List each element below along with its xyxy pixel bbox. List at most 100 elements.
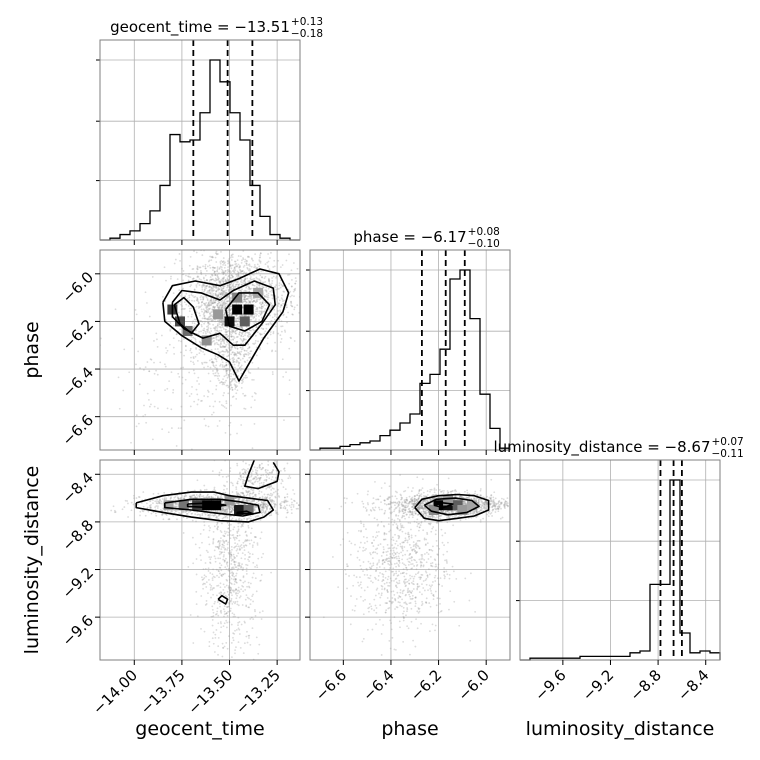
sample-point bbox=[242, 339, 245, 342]
sample-point bbox=[229, 589, 232, 592]
sample-point bbox=[210, 497, 212, 499]
sample-point bbox=[225, 292, 228, 295]
sample-point bbox=[241, 333, 244, 335]
sample-point bbox=[243, 360, 246, 363]
density-cell bbox=[201, 335, 212, 346]
sample-point bbox=[271, 304, 274, 307]
sample-point bbox=[155, 332, 158, 335]
sample-point bbox=[263, 296, 266, 298]
sample-point bbox=[202, 313, 205, 316]
sample-point bbox=[223, 542, 226, 544]
sample-point bbox=[200, 304, 203, 307]
sample-point bbox=[150, 512, 153, 515]
sample-point bbox=[227, 335, 229, 338]
sample-point bbox=[168, 343, 171, 346]
sample-point bbox=[168, 518, 171, 521]
sample-point bbox=[225, 364, 228, 366]
sample-point bbox=[203, 302, 206, 305]
sample-point bbox=[227, 279, 230, 282]
sample-point bbox=[237, 325, 240, 328]
sample-point bbox=[217, 295, 220, 297]
sample-point bbox=[226, 614, 229, 617]
sample-point bbox=[222, 339, 225, 342]
sample-point bbox=[259, 261, 262, 264]
sample-point bbox=[227, 586, 230, 589]
sample-point bbox=[204, 345, 207, 348]
sample-point bbox=[249, 269, 252, 272]
sample-point bbox=[240, 588, 242, 591]
sample-point bbox=[280, 297, 283, 300]
sample-point bbox=[173, 324, 175, 327]
sample-point bbox=[198, 546, 201, 549]
sample-point bbox=[251, 301, 254, 303]
sample-point bbox=[263, 503, 266, 506]
sample-point bbox=[242, 581, 245, 584]
sample-point bbox=[209, 285, 212, 288]
sample-point bbox=[240, 280, 242, 283]
sample-point bbox=[233, 560, 236, 563]
sample-point bbox=[183, 301, 186, 304]
sample-point bbox=[197, 333, 200, 336]
sample-point bbox=[226, 278, 229, 281]
sample-point bbox=[230, 510, 233, 513]
sample-point bbox=[208, 304, 211, 307]
sample-point bbox=[236, 323, 239, 325]
sample-point bbox=[240, 424, 243, 426]
sample-point bbox=[204, 265, 207, 268]
sample-point bbox=[185, 510, 188, 513]
sample-point bbox=[235, 581, 238, 584]
sample-point bbox=[148, 500, 151, 503]
sample-point bbox=[253, 536, 256, 538]
sample-point bbox=[206, 305, 209, 308]
sample-point bbox=[249, 294, 252, 297]
sample-point bbox=[248, 356, 251, 359]
sample-point bbox=[231, 276, 234, 279]
sample-point bbox=[133, 520, 136, 523]
sample-point bbox=[198, 383, 200, 385]
sample-point bbox=[259, 307, 261, 309]
sample-point bbox=[248, 280, 251, 283]
sample-point bbox=[236, 340, 239, 343]
sample-point bbox=[281, 358, 284, 361]
sample-point bbox=[218, 329, 221, 332]
sample-point bbox=[221, 361, 224, 364]
sample-point bbox=[206, 318, 209, 321]
sample-point bbox=[222, 257, 225, 259]
sample-point bbox=[289, 295, 292, 298]
sample-point bbox=[236, 270, 239, 273]
sample-point bbox=[234, 377, 236, 380]
sample-point bbox=[169, 498, 172, 500]
sample-point bbox=[265, 293, 268, 296]
sample-point bbox=[216, 528, 219, 531]
sample-point bbox=[225, 508, 227, 510]
sample-point bbox=[241, 552, 244, 555]
sample-point bbox=[226, 284, 229, 287]
sample-point bbox=[242, 339, 244, 342]
sample-point bbox=[253, 477, 256, 480]
sample-point bbox=[207, 372, 210, 375]
sample-point bbox=[249, 350, 252, 353]
sample-point bbox=[261, 281, 264, 284]
sample-point bbox=[255, 564, 258, 567]
sample-point bbox=[279, 306, 282, 308]
sample-point bbox=[227, 347, 230, 349]
sample-point bbox=[215, 290, 218, 293]
sample-point bbox=[262, 503, 265, 505]
sample-point bbox=[209, 583, 211, 586]
sample-point bbox=[291, 294, 293, 297]
sample-point bbox=[241, 270, 243, 273]
sample-point bbox=[123, 506, 126, 508]
sample-point bbox=[148, 370, 151, 373]
sample-point bbox=[201, 310, 203, 313]
sample-point bbox=[266, 504, 269, 507]
sample-point bbox=[228, 581, 231, 584]
sample-point bbox=[219, 281, 221, 283]
sample-point bbox=[184, 295, 186, 298]
sample-point bbox=[217, 569, 220, 572]
sample-point bbox=[245, 544, 248, 547]
sample-point bbox=[277, 303, 280, 305]
sample-point bbox=[226, 296, 229, 299]
sample-point bbox=[234, 352, 237, 355]
sample-point bbox=[231, 275, 234, 277]
sample-point bbox=[242, 392, 244, 395]
